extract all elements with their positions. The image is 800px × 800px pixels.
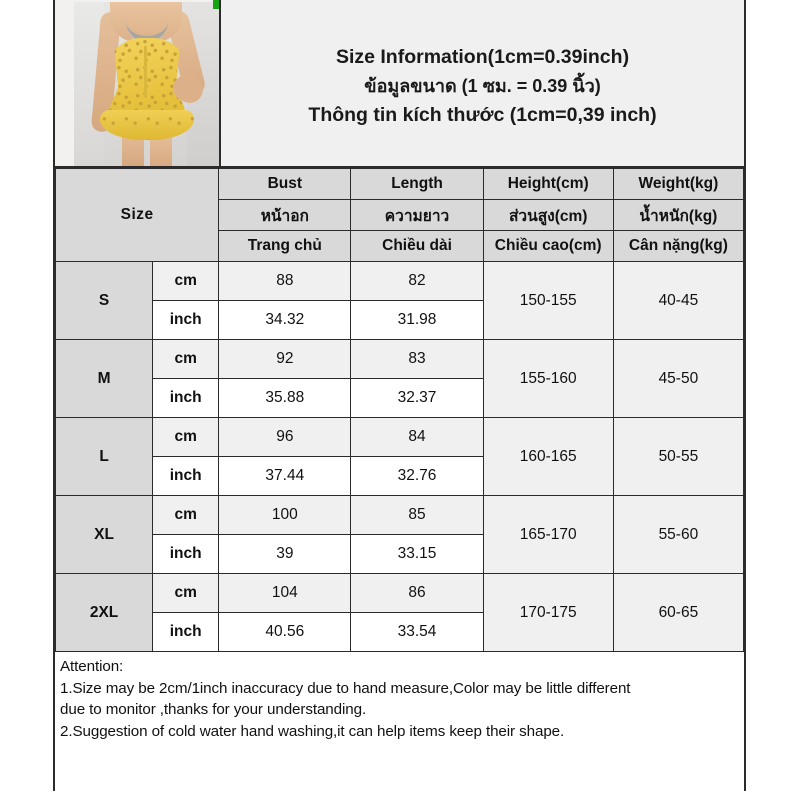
- height-l: 160-165: [482, 417, 614, 496]
- length-inch-m: 32.37: [350, 378, 484, 418]
- column-header-height-en: Height(cm): [482, 168, 614, 200]
- chart-header-band: Size Information(1cm=0.39inch) ข้อมูลขนา…: [55, 0, 744, 168]
- length-inch-xl: 33.15: [350, 534, 484, 574]
- attention-box: Attention: 1.Size may be 2cm/1inch inacc…: [55, 652, 744, 797]
- height-s: 150-155: [482, 261, 614, 340]
- column-header-length-th: ความยาว: [350, 199, 484, 231]
- attention-line-3: 2.Suggestion of cold water hand washing,…: [60, 722, 565, 740]
- bust-inch-l: 37.44: [218, 456, 352, 496]
- column-header-height-th: ส่วนสูง(cm): [482, 199, 614, 231]
- unit-cell-cm: cm: [152, 417, 220, 457]
- length-inch-l: 32.76: [350, 456, 484, 496]
- dress-ruffle-hem: [100, 110, 194, 140]
- weight-2xl: 60-65: [612, 573, 745, 652]
- title-line-english: Size Information(1cm=0.39inch): [335, 45, 630, 68]
- product-photo: [74, 2, 219, 166]
- length-inch-s: 31.98: [350, 300, 484, 340]
- dress-front-tie: [144, 46, 147, 98]
- length-cm-m: 83: [350, 339, 484, 379]
- size-cell-2xl: 2XL: [54, 573, 154, 652]
- weight-l: 50-55: [612, 417, 745, 496]
- weight-s: 40-45: [612, 261, 745, 340]
- table-header-row-vietnamese: Trang chủ Chiều dài Chiều cao(cm) Cân nặ…: [56, 230, 745, 262]
- table-header-row-english: Size Bust Length Height(cm) Weight(kg): [54, 168, 745, 262]
- table-row: inch 40.56 33.54: [56, 612, 744, 652]
- table-row: inch 37.44 32.76: [56, 456, 744, 496]
- unit-cell-cm: cm: [152, 261, 220, 301]
- title-line-vietnamese: Thông tin kích thước (1cm=0,39 inch): [308, 103, 657, 126]
- attention-line-2: due to monitor ,thanks for your understa…: [60, 701, 367, 718]
- table-row: inch 39 33.15: [56, 534, 744, 574]
- column-header-bust-th: หน้าอก: [218, 199, 352, 231]
- table-row: 2XL cm 104 86 170-175 60-65: [54, 573, 745, 652]
- bust-cm-2xl: 104: [218, 573, 352, 613]
- title-line-thai: ข้อมูลขนาด (1 ซม. = 0.39 นิ้ว): [364, 75, 601, 96]
- length-cm-xl: 85: [350, 495, 484, 535]
- height-xl: 165-170: [482, 495, 614, 574]
- size-cell-s: S: [54, 261, 154, 340]
- size-chart-frame: Size Information(1cm=0.39inch) ข้อมูลขนา…: [53, 0, 746, 797]
- unit-cell-cm: cm: [152, 495, 220, 535]
- column-header-weight-vi: Cân nặng(kg): [612, 230, 745, 262]
- length-inch-2xl: 33.54: [350, 612, 484, 652]
- column-header-length-vi: Chiều dài: [350, 230, 484, 262]
- length-cm-s: 82: [350, 261, 484, 301]
- table-row: inch 34.32 31.98: [56, 300, 744, 340]
- bust-cm-xl: 100: [218, 495, 352, 535]
- size-table: Size Bust Length Height(cm) Weight(kg) ห…: [54, 168, 745, 652]
- column-header-weight-th: น้ำหนัก(kg): [612, 199, 745, 231]
- size-cell-xl: XL: [54, 495, 154, 574]
- column-header-height-vi: Chiều cao(cm): [482, 230, 614, 262]
- table-row: L cm 96 84 160-165 50-55: [54, 417, 745, 496]
- size-header-cell: Size: [54, 168, 220, 262]
- table-header-row-thai: หน้าอก ความยาว ส่วนสูง(cm) น้ำหนัก(kg): [56, 199, 745, 231]
- table-row: inch 35.88 32.37: [56, 378, 744, 418]
- length-cm-l: 84: [350, 417, 484, 457]
- model-leg-left: [122, 132, 144, 166]
- title-cell: Size Information(1cm=0.39inch) ข้อมูลขนา…: [221, 0, 744, 166]
- unit-cell-inch: inch: [152, 534, 220, 574]
- weight-xl: 55-60: [612, 495, 745, 574]
- height-m: 155-160: [482, 339, 614, 418]
- unit-cell-cm: cm: [152, 573, 220, 613]
- bust-cm-l: 96: [218, 417, 352, 457]
- unit-cell-inch: inch: [152, 300, 220, 340]
- column-header-weight-en: Weight(kg): [612, 168, 745, 200]
- bust-inch-m: 35.88: [218, 378, 352, 418]
- bust-inch-2xl: 40.56: [218, 612, 352, 652]
- unit-cell-inch: inch: [152, 378, 220, 418]
- table-row: M cm 92 83 155-160 45-50: [54, 339, 745, 418]
- table-row: XL cm 100 85 165-170 55-60: [54, 495, 745, 574]
- product-photo-cell: [55, 0, 221, 166]
- unit-cell-cm: cm: [152, 339, 220, 379]
- bust-cm-s: 88: [218, 261, 352, 301]
- green-marker-icon: [213, 0, 219, 9]
- model-leg-right: [150, 132, 172, 166]
- unit-cell-inch: inch: [152, 612, 220, 652]
- bust-cm-m: 92: [218, 339, 352, 379]
- column-header-bust-en: Bust: [218, 168, 352, 200]
- weight-m: 45-50: [612, 339, 745, 418]
- height-2xl: 170-175: [482, 573, 614, 652]
- bust-inch-s: 34.32: [218, 300, 352, 340]
- size-cell-l: L: [54, 417, 154, 496]
- size-cell-m: M: [54, 339, 154, 418]
- attention-line-1: 1.Size may be 2cm/1inch inaccuracy due t…: [60, 679, 631, 697]
- attention-heading: Attention:: [60, 658, 124, 675]
- unit-cell-inch: inch: [152, 456, 220, 496]
- column-header-length-en: Length: [350, 168, 484, 200]
- length-cm-2xl: 86: [350, 573, 484, 613]
- bust-inch-xl: 39: [218, 534, 352, 574]
- table-row: S cm 88 82 150-155 40-45: [54, 261, 745, 340]
- column-header-bust-vi: Trang chủ: [218, 230, 352, 262]
